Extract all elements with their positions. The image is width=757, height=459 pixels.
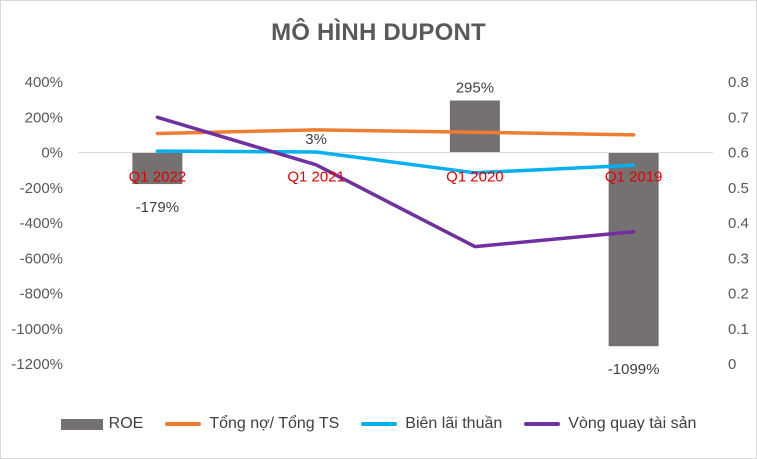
- legend-item: ROE: [60, 415, 144, 433]
- roe-data-label: -179%: [136, 199, 179, 216]
- y-right-tick-label: 0.5: [728, 180, 749, 197]
- legend-label: Biên lãi thuần: [405, 415, 503, 432]
- y-left-tick-label: -1000%: [11, 321, 63, 338]
- legend-label: ROE: [108, 415, 144, 432]
- y-left-tick-label: -1200%: [11, 356, 63, 373]
- y-right-tick-label: 0.4: [728, 215, 749, 232]
- y-left-tick-label: 400%: [25, 74, 63, 91]
- y-right-tick-label: 0.8: [728, 74, 749, 91]
- roe-bar: [608, 152, 659, 347]
- chart-legend: ROE Tổng nợ/ Tổng TS Biên lãi thuần Vòng qu…: [1, 415, 756, 433]
- roe-data-label: 295%: [456, 80, 494, 97]
- chart-svg: 400% 200% 0% -200% -400% -600% -800% -1000% -120…: [11, 74, 749, 378]
- legend-line-swatch: [165, 422, 202, 426]
- series-line: [155, 115, 636, 249]
- y-right-tick-label: 0.3: [728, 250, 749, 267]
- y-left-tick-label: -600%: [20, 250, 63, 267]
- legend-line-swatch: [524, 422, 561, 426]
- y-right-tick-label: 0: [728, 356, 736, 373]
- y-right-tick-label: 0.1: [728, 321, 749, 338]
- y-left-tick-label: -800%: [20, 286, 63, 303]
- roe-bar: [449, 100, 500, 153]
- y-right-tick-label: 0.6: [728, 145, 749, 162]
- y-left-tick-label: 200%: [25, 109, 63, 126]
- legend-item: Tổng nợ/ Tổng TS: [165, 415, 339, 433]
- y-right-tick-label: 0.7: [728, 109, 749, 126]
- legend-line-swatch: [361, 422, 398, 426]
- roe-data-label: -1099%: [608, 361, 660, 378]
- chart-title: MÔ HÌNH DUPONT: [271, 19, 486, 46]
- x-category-label: Q1 2021: [287, 169, 345, 186]
- series-line: [155, 128, 636, 137]
- series-line: [155, 149, 636, 175]
- x-category-label: Q1 2019: [605, 169, 663, 186]
- x-category-label: Q1 2020: [446, 169, 504, 186]
- roe-bar: [132, 152, 183, 185]
- y-left-tick-label: -400%: [20, 215, 63, 232]
- legend-label: Tổng nợ/ Tổng TS: [209, 415, 340, 432]
- roe-data-label: 3%: [305, 131, 327, 148]
- legend-item: Biên lãi thuần: [361, 415, 502, 433]
- legend-item: Vòng quay tài sản: [524, 415, 696, 433]
- legend-bar-swatch: [60, 418, 103, 430]
- y-left-tick-label: 0%: [41, 145, 63, 162]
- y-right-tick-label: 0.2: [728, 286, 749, 303]
- y-left-tick-label: -200%: [20, 180, 63, 197]
- legend-label: Vòng quay tài sản: [568, 415, 697, 432]
- x-category-label: Q1 2022: [129, 169, 187, 186]
